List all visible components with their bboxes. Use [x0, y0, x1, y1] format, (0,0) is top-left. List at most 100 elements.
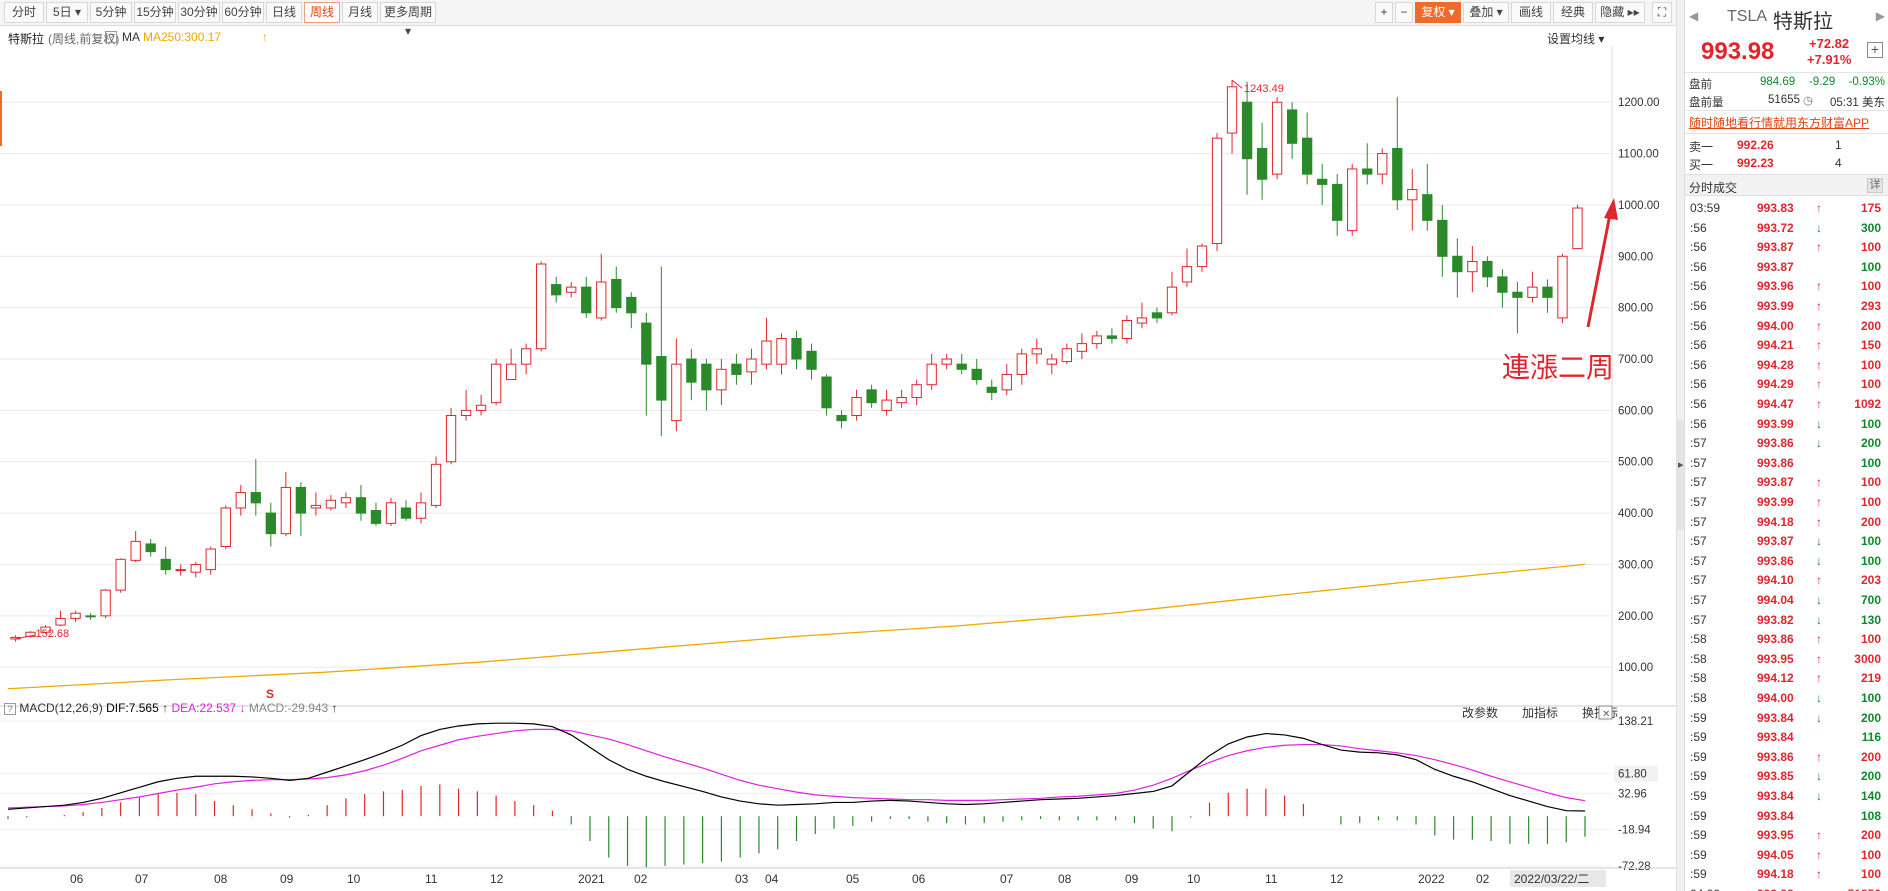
period-tab-2[interactable]: 5分钟: [90, 2, 132, 23]
macd-help-icon[interactable]: ?: [4, 703, 16, 715]
panel-splitter[interactable]: ▸: [1676, 0, 1684, 891]
candle-body: [85, 615, 96, 618]
help-icon[interactable]: ?: [105, 31, 117, 43]
candle-body: [551, 284, 562, 296]
candle-body: [1001, 373, 1012, 391]
candle-body: [1016, 353, 1027, 375]
tick-price: 993.86: [1757, 553, 1794, 568]
tick-price: 993.72: [1757, 220, 1794, 235]
tick-price: 993.84: [1757, 808, 1794, 823]
app-ad-link[interactable]: 随时随地看行情就用东方财富APP: [1685, 110, 1888, 132]
x-tick-label: 2022: [1418, 872, 1445, 886]
period-tab-4[interactable]: 30分钟: [178, 2, 220, 23]
chart-tool-1[interactable]: −: [1395, 2, 1413, 23]
add-watchlist-icon[interactable]: +: [1867, 42, 1883, 58]
period-tab-9[interactable]: 更多周期 ▾: [380, 2, 436, 38]
tick-direction-icon: ↑: [1816, 867, 1822, 882]
x-tick-label: 03: [735, 872, 749, 886]
tick-direction-icon: ↑: [1816, 338, 1822, 353]
tick-direction-icon: ↑: [1816, 632, 1822, 647]
ask-volume: 1: [1835, 138, 1842, 152]
tick-time: :57: [1690, 495, 1707, 509]
tick-direction-icon: ↑: [1816, 397, 1822, 411]
next-stock-icon[interactable]: ▶: [1875, 9, 1885, 23]
tick-direction-icon: ↑: [1816, 279, 1822, 294]
ticks-header: 分时成交 详: [1685, 174, 1888, 196]
tick-time: :56: [1690, 259, 1707, 274]
low-label: 152.68: [36, 628, 70, 640]
candle-body: [1271, 101, 1283, 175]
tick-direction-icon: ↑: [1816, 671, 1822, 686]
prev-stock-icon[interactable]: ◀: [1689, 9, 1699, 23]
chart-tool-6[interactable]: 隐藏 ▸▸: [1595, 2, 1645, 23]
candle-body: [1542, 286, 1553, 298]
chart-tool-5[interactable]: 经典: [1553, 2, 1593, 23]
bid-price: 992.23: [1737, 156, 1774, 170]
period-tab-8[interactable]: 月线: [342, 2, 378, 23]
tick-volume: 200: [1860, 769, 1881, 784]
x-tick-label: 07: [135, 872, 149, 886]
tick-price: 994.04: [1757, 593, 1794, 607]
tick-row: :59 993.84 ↓ 200: [1685, 708, 1888, 728]
candle-body: [1407, 189, 1418, 201]
tick-volume: 219: [1860, 671, 1881, 686]
candle-body: [1392, 147, 1403, 201]
chart-tool-3[interactable]: 叠加 ▾: [1463, 2, 1509, 23]
quote-header: ◀ TSLA 特斯拉 ▶: [1685, 0, 1888, 36]
tick-price: 993.87: [1757, 240, 1794, 255]
candle-body: [896, 397, 907, 404]
tick-row: :59 993.84 ↓ 140: [1685, 786, 1888, 806]
tick-volume: 200: [1860, 828, 1881, 843]
chart-tool-0[interactable]: +: [1375, 2, 1393, 23]
tick-row: :58 993.86 ↑ 100: [1685, 629, 1888, 649]
kline-chart[interactable]: 1200.00 1100.00 1000.00 900.00 800.00 700.00 6…: [0, 46, 1676, 891]
tick-direction-icon: ↑: [1816, 651, 1822, 666]
period-tab-6[interactable]: 日线: [266, 2, 302, 23]
x-tick-label: 11: [425, 872, 438, 886]
candle-body: [1452, 255, 1463, 273]
candle-body: [1482, 260, 1493, 278]
chart-tool-2[interactable]: 复权 ▾: [1415, 2, 1461, 23]
dif-line: [7, 722, 1586, 812]
period-tab-0[interactable]: 分时: [4, 2, 44, 23]
tick-time: :57: [1690, 455, 1707, 470]
chart-mode: (周线,前复权): [48, 32, 120, 46]
y-tick-label: 500.00: [1618, 457, 1653, 469]
ad-text[interactable]: 随时随地看行情就用东方财富APP: [1689, 116, 1870, 130]
order-book: 卖一 992.26 1 买一 992.23 4: [1685, 133, 1888, 173]
y-tick-label: 900.00: [1618, 251, 1653, 263]
chart-tool-4[interactable]: 画线: [1511, 2, 1551, 23]
collapse-arrow-icon[interactable]: ▸: [1678, 459, 1684, 471]
candle-body: [280, 486, 292, 535]
tick-time: :56: [1690, 299, 1707, 313]
tick-direction-icon: ↑: [1816, 828, 1822, 843]
period-tab-3[interactable]: 15分钟: [134, 2, 176, 23]
candle-body: [400, 507, 412, 519]
y-tick-label: 1000.00: [1618, 200, 1660, 212]
candle-body: [490, 363, 502, 404]
low-pointer: [15, 634, 36, 640]
macd-y-tick: -18.94: [1618, 824, 1651, 836]
tick-price: 994.05: [1757, 847, 1794, 862]
period-tab-7[interactable]: 周线: [304, 2, 340, 23]
candle-body: [671, 363, 682, 422]
tick-time: :57: [1690, 593, 1707, 607]
tick-row: :59 994.05 ↑ 100: [1685, 845, 1888, 865]
ticks-detail-button[interactable]: 详: [1867, 178, 1883, 193]
ma-settings-button[interactable]: 设置均线 ▾: [1547, 32, 1605, 46]
tick-time: :56: [1690, 220, 1707, 235]
tick-volume: 116: [1861, 730, 1881, 745]
candle-body: [596, 281, 607, 319]
tick-row: :56 993.99 ↓ 100: [1685, 414, 1888, 434]
ticks-list[interactable]: 03:59 993.83 ↑ 175:56 993.72 ↓ 300:56 993.87 ↑ 10…: [1685, 198, 1888, 891]
period-tab-1[interactable]: 5日 ▾: [46, 2, 88, 23]
tick-volume: 100: [1860, 847, 1881, 862]
period-tab-5[interactable]: 60分钟: [222, 2, 264, 23]
tick-time: :59: [1690, 749, 1707, 764]
tick-volume: 100: [1860, 867, 1881, 882]
x-tick-label: 06: [912, 872, 926, 886]
tick-price: 993.86: [1757, 455, 1794, 470]
fullscreen-icon[interactable]: ⛶: [1652, 2, 1672, 23]
tick-direction-icon: ↓: [1816, 612, 1822, 627]
